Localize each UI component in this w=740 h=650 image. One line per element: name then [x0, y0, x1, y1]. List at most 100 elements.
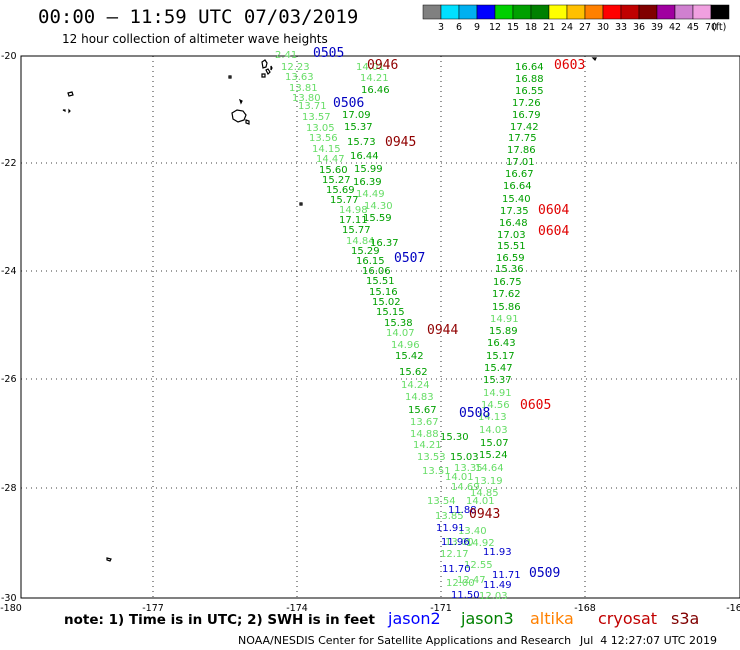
wave-height-reading: 14.03 — [479, 425, 508, 436]
wave-height-reading: 13.67 — [410, 417, 439, 428]
pass-time-label: 0946 — [367, 58, 398, 73]
lon-tick-label: -180 — [0, 603, 22, 614]
satellite-legend-cryosat: cryosat — [598, 609, 658, 628]
pass-time-label: 0603 — [554, 58, 585, 73]
legend-tick-label: 45 — [687, 22, 699, 33]
wave-height-reading: 12.47 — [457, 575, 486, 586]
lat-lon-grid — [21, 56, 740, 598]
island-outlines — [62, 57, 597, 562]
wave-height-reading: 14.49 — [356, 189, 385, 200]
wave-height-reading: 14.98 — [339, 205, 368, 216]
pass-time-label: 0944 — [427, 323, 458, 338]
lon-tick-label: -16 — [726, 603, 740, 614]
wave-height-reading: 14.92 — [466, 538, 495, 549]
wave-height-reading: 17.03 — [497, 230, 526, 241]
wave-height-reading: 15.40 — [502, 194, 531, 205]
legend-tick-label: 36 — [633, 22, 645, 33]
wave-height-reading: 17.01 — [506, 157, 535, 168]
wave-height-reading: 15.51 — [497, 241, 526, 252]
wave-height-reading: 17.35 — [500, 206, 529, 217]
pass-time-label: 0943 — [469, 507, 500, 522]
legend-tick-label: 42 — [669, 22, 681, 33]
wave-height-reading: 15.37 — [483, 375, 512, 386]
wave-height-reading: 15.07 — [480, 438, 509, 449]
wave-height-reading: 13.56 — [309, 133, 338, 144]
wave-height-reading: 16.64 — [503, 181, 532, 192]
wave-height-reading: 14.91 — [490, 314, 519, 325]
wave-height-reading: 12.00 — [446, 578, 475, 589]
wave-height-reading: 14.83 — [405, 392, 434, 403]
longitude-labels: -180 -177 -174 -171 -168 -16 — [0, 603, 740, 614]
wave-height-reading: 15.37 — [344, 122, 373, 133]
wave-height-reading: 15.24 — [479, 450, 508, 461]
wave-height-reading: 16.44 — [350, 151, 379, 162]
footer-timestamp: Jul 4 12:27:07 UTC 2019 — [580, 634, 717, 647]
wave-height-reading: 12.17 — [440, 549, 469, 560]
wave-height-reading: 11.49 — [483, 580, 512, 591]
legend-tick-label: 18 — [525, 22, 537, 33]
wave-height-reading: 13.35 — [454, 463, 483, 474]
wave-height-reading: 14.88 — [410, 429, 439, 440]
legend-tick-label: 9 — [474, 22, 480, 33]
footer-credit: NOAA/NESDIS Center for Satellite Applica… — [238, 634, 572, 647]
wave-height-reading: 15.29 — [351, 246, 380, 257]
satellite-legend-s3a: s3a — [671, 609, 700, 628]
wave-height-reading: 13.54 — [427, 496, 456, 507]
wave-height-reading: 11.50 — [451, 590, 480, 601]
legend-tick-label: 70 — [705, 22, 717, 33]
wave-height-reading: 14.84 — [346, 236, 375, 247]
pass-labels: 0505 0506 0507 0508 0509 0946 0945 0944 0943 0603… — [313, 46, 585, 581]
wave-height-reading: 17.86 — [507, 145, 536, 156]
wave-height-reading: 16.75 — [493, 277, 522, 288]
wave-height-reading: 16.46 — [361, 85, 390, 96]
wave-height-reading: 16.88 — [515, 74, 544, 85]
wave-height-reading: 14.24 — [401, 380, 430, 391]
legend-tick-label: 27 — [579, 22, 591, 33]
wave-height-reading: 15.02 — [372, 297, 401, 308]
latitude-labels: -20 -22 -24 -26 -28 -30 — [1, 51, 17, 604]
lat-tick-label: -24 — [1, 266, 17, 277]
satellite-legend-altika: altika — [530, 609, 574, 628]
wave-height-reading: 13.85 — [435, 511, 464, 522]
color-legend: 3 6 9 12 15 18 21 24 27 30 33 36 39 42 45 70 (ft) — [422, 4, 730, 33]
wave-height-reading: 15.77 — [342, 225, 371, 236]
wave-height-reading: 16.15 — [356, 256, 385, 267]
wave-height-reading: 12.23 — [281, 62, 310, 73]
wave-height-reading: 11.71 — [492, 570, 521, 581]
legend-swatch — [710, 4, 730, 20]
satellite-legend-jason3: jason3 — [461, 609, 514, 628]
wave-height-reading: 15.59 — [363, 213, 392, 224]
wave-height-reading: 15.38 — [384, 318, 413, 329]
wave-height-reading: 11.88 — [448, 505, 477, 516]
wave-height-reading: 15.03 — [450, 452, 479, 463]
pass-time-label: 0604 — [538, 203, 569, 218]
wave-height-reading: 13.57 — [302, 112, 331, 123]
wave-height-reading: 14.47 — [316, 154, 345, 165]
wave-height-reading: 16.43 — [487, 338, 516, 349]
lat-tick-label: -30 — [1, 593, 17, 604]
wave-height-reading: 17.26 — [512, 98, 541, 109]
wave-height-reading: 16.55 — [515, 86, 544, 97]
legend-tick-label: 39 — [651, 22, 663, 33]
wave-height-reading: 14.21 — [413, 440, 442, 451]
lon-tick-label: -168 — [574, 603, 596, 614]
map-title: 00:00 – 11:59 UTC 07/03/2019 — [38, 6, 359, 28]
wave-height-reading: 16.64 — [515, 62, 544, 73]
wave-height-reading: 15.69 — [326, 185, 355, 196]
wave-height-reading: 13.71 — [298, 101, 327, 112]
pass-time-label: 0604 — [538, 224, 569, 239]
jason3-track: 2.4112.2313.6313.8113.8013.7113.5713.051… — [275, 50, 544, 602]
wave-height-reading: 11.93 — [483, 547, 512, 558]
wave-height-reading: 11.70 — [442, 564, 471, 575]
wave-height-reading: 14.91 — [483, 388, 512, 399]
footer-note: note: 1) Time is in UTC; 2) SWH is in fe… — [64, 612, 375, 628]
wave-height-reading: 17.62 — [492, 289, 521, 300]
wave-height-reading: 14.30 — [364, 201, 393, 212]
lon-tick-label: -174 — [286, 603, 308, 614]
wave-height-reading: 17.11 — [339, 215, 368, 226]
lon-tick-label: -177 — [142, 603, 164, 614]
wave-height-reading: 15.67 — [408, 405, 437, 416]
pass-time-label: 0508 — [459, 406, 490, 421]
wave-height-reading: 15.99 — [354, 164, 383, 175]
